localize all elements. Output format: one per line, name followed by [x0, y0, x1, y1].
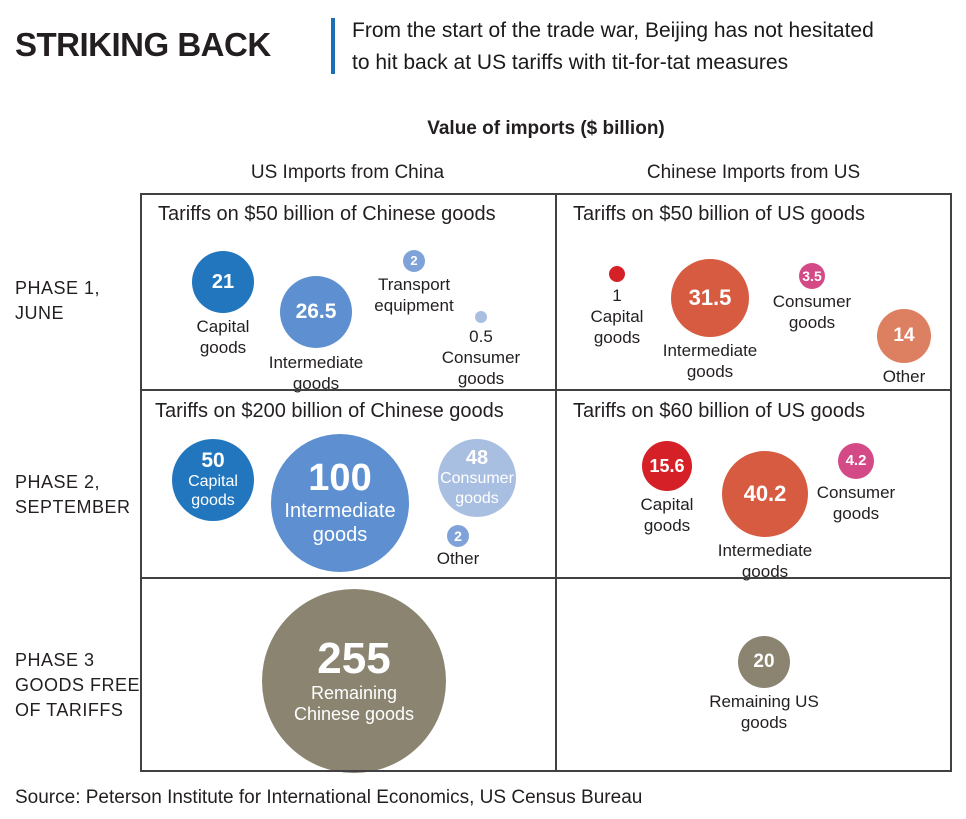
phase-3-label: PHASE 3 GOODS FREE OF TARIFFS: [15, 648, 140, 723]
bubble-p3-remaining-us-goods: 20: [738, 636, 790, 688]
bubble-p1-us-capital-goods: [609, 266, 625, 282]
subtitle-line-1: From the start of the trade war, Beijing…: [352, 19, 874, 42]
bubble-value: 14: [893, 325, 915, 347]
bubble-p1-us-other: 14: [877, 309, 931, 363]
bubble-value: 21: [211, 270, 235, 293]
column-header-chinese-imports: Chinese Imports from US: [646, 162, 861, 183]
bubble-category: Remaining Chinese goods: [293, 682, 415, 725]
bubble-category: Capital goods: [188, 472, 238, 510]
bubble-label-consumer-goods: Consumer goods: [772, 292, 852, 332]
bubble-p2-china-capital-goods: 50 Capital goods: [172, 439, 254, 521]
bubble-value: 50: [201, 448, 225, 472]
phase-3-label-line3: OF TARIFFS: [15, 700, 124, 720]
bubble-p1-us-intermediate-goods: 31.5: [671, 259, 749, 337]
bubble-p1-china-intermediate-goods: 26.5: [280, 276, 352, 348]
bubble-value: 2: [454, 527, 462, 544]
bubble-p1-china-capital-goods: 21: [192, 251, 254, 313]
column-divider: [555, 193, 557, 772]
phase-3-label-line2: GOODS FREE: [15, 675, 141, 695]
bubble-value: 255: [317, 634, 391, 684]
row-divider-2: [140, 577, 952, 579]
page-title: STRIKING BACK: [15, 26, 271, 63]
bubble-category: Capital goods: [590, 307, 644, 347]
bubble-label-consumer-goods: 0.5 Consumer goods: [431, 326, 531, 389]
bubble-p1-us-consumer-goods: 3.5: [799, 263, 825, 289]
subtitle-line-2: to hit back at US tariffs with tit-for-t…: [352, 51, 789, 74]
bubble-label-transport-equipment: Transport equipment: [374, 275, 454, 315]
bubble-value: 26.5: [295, 299, 337, 323]
bubble-value: 48: [465, 447, 489, 470]
bubble-label-intermediate-goods: Intermediate goods: [662, 341, 758, 381]
bubble-value: 31.5: [688, 285, 732, 311]
bubble-label-other: Other: [882, 367, 926, 386]
bubble-category: Consumer goods: [441, 348, 521, 388]
row-divider-1: [140, 389, 952, 391]
bubble-label-intermediate-goods: Intermediate goods: [717, 541, 813, 581]
bubble-value: 4.2: [845, 452, 867, 470]
bubble-category: Consumer goods: [440, 470, 514, 507]
bubble-label-intermediate-goods: Intermediate goods: [268, 353, 364, 393]
panel-title-p2-left: Tariffs on $200 billion of Chinese goods: [155, 400, 504, 422]
bubble-p2-us-consumer-goods: 4.2: [838, 443, 874, 479]
phase-2-label-line1: PHASE 2,: [15, 472, 101, 492]
column-header-us-imports: US Imports from China: [250, 162, 445, 183]
bubble-label-capital-goods: 1 Capital goods: [577, 285, 657, 348]
bubble-value: 40.2: [743, 481, 787, 507]
bubble-p2-china-consumer-goods: 48 Consumer goods: [438, 439, 516, 517]
panel-title-p2-right: Tariffs on $60 billion of US goods: [573, 400, 866, 422]
bubble-p2-china-intermediate-goods: 100 Intermediate goods: [271, 434, 409, 572]
bubble-value: 3.5: [802, 267, 822, 284]
page-subtitle: From the start of the trade war, Beijing…: [352, 15, 874, 79]
panel-title-p1-left: Tariffs on $50 billion of Chinese goods: [158, 203, 496, 225]
accent-bar: [331, 18, 335, 74]
chart-title: Value of imports ($ billion): [427, 118, 665, 139]
phase-1-label-line1: PHASE 1,: [15, 278, 101, 298]
bubble-p2-us-intermediate-goods: 40.2: [722, 451, 808, 537]
bubble-label-consumer-goods: Consumer goods: [816, 483, 896, 523]
bubble-label-capital-goods: Capital goods: [196, 317, 250, 357]
phase-3-label-line1: PHASE 3: [15, 650, 95, 670]
bubble-value: 1: [612, 286, 622, 305]
bubble-label-capital-goods: Capital goods: [640, 495, 694, 535]
bubble-value: 100: [308, 457, 372, 500]
bubble-value: 2: [410, 253, 418, 269]
bubble-category: Intermediate goods: [284, 499, 396, 546]
bubble-value: 20: [753, 651, 775, 673]
bubble-label-remaining-us-goods: Remaining US goods: [709, 692, 819, 732]
panel-title-p1-right: Tariffs on $50 billion of US goods: [573, 203, 866, 225]
bubble-p3-remaining-chinese-goods: 255 Remaining Chinese goods: [262, 589, 446, 773]
bubble-p1-china-transport-equipment: 2: [403, 250, 425, 272]
bubble-p2-china-other: 2: [447, 525, 469, 547]
phase-2-label: PHASE 2, SEPTEMBER: [15, 470, 131, 520]
bubble-value: 15.6: [649, 455, 685, 476]
bubble-value: 0.5: [469, 327, 493, 346]
source-note: Source: Peterson Institute for Internati…: [15, 787, 643, 808]
phase-2-label-line2: SEPTEMBER: [15, 497, 131, 517]
bubble-p1-china-consumer-goods: [475, 311, 487, 323]
bubble-p2-us-capital-goods: 15.6: [642, 441, 692, 491]
phase-1-label-line2: JUNE: [15, 303, 65, 323]
phase-1-label: PHASE 1, JUNE: [15, 276, 100, 326]
bubble-label-other: Other: [436, 549, 480, 568]
